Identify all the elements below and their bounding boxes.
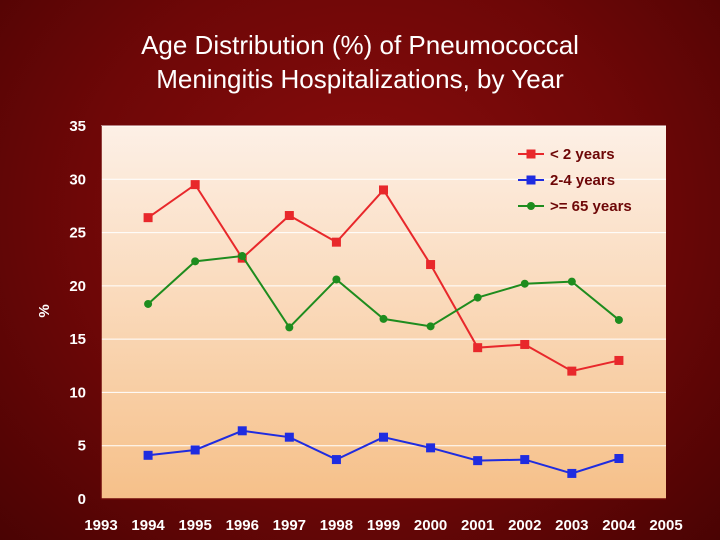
x-tick-label: 2005 bbox=[649, 517, 682, 534]
y-tick-label: 0 bbox=[78, 491, 86, 508]
chart-title-line-1: Age Distribution (%) of Pneumococcal bbox=[141, 30, 579, 60]
x-tick-label: 2003 bbox=[555, 517, 588, 534]
y-tick-label: 25 bbox=[69, 225, 86, 242]
data-point bbox=[473, 343, 483, 353]
series-1 bbox=[143, 180, 624, 376]
legend: < 2 years 2-4 years >= 65 years bbox=[518, 146, 632, 215]
x-tick-label: 2002 bbox=[508, 517, 541, 534]
data-point bbox=[143, 450, 153, 460]
x-tick-label: 2004 bbox=[602, 517, 636, 534]
data-point bbox=[426, 322, 435, 331]
data-point bbox=[379, 432, 388, 442]
data-point bbox=[144, 299, 153, 308]
legend-label: 2-4 years bbox=[550, 172, 615, 189]
data-point bbox=[567, 277, 576, 286]
x-tick-label: 1995 bbox=[178, 517, 211, 534]
y-tick-label: 30 bbox=[69, 171, 86, 188]
series-2 bbox=[143, 426, 624, 478]
data-point bbox=[567, 468, 577, 478]
data-point bbox=[426, 443, 436, 453]
data-point bbox=[238, 252, 247, 261]
y-tick-label: 20 bbox=[69, 278, 86, 295]
data-point bbox=[331, 455, 341, 465]
data-point bbox=[567, 366, 577, 376]
data-point bbox=[332, 275, 341, 284]
legend-label: < 2 years bbox=[550, 146, 615, 163]
data-point bbox=[190, 180, 200, 190]
y-tick-label: 10 bbox=[69, 384, 86, 401]
x-tick-label: 1998 bbox=[320, 517, 353, 534]
data-point bbox=[191, 257, 200, 266]
chart-title-line-2: Meningitis Hospitalizations, by Year bbox=[156, 64, 564, 94]
y-tick-label: 15 bbox=[69, 331, 86, 348]
data-point bbox=[520, 455, 530, 465]
data-point bbox=[285, 323, 294, 332]
x-tick-label: 2000 bbox=[414, 517, 447, 534]
data-point bbox=[614, 454, 624, 464]
data-point bbox=[473, 456, 483, 466]
data-point bbox=[614, 315, 623, 324]
series-3 bbox=[144, 252, 623, 332]
x-tick-label: 1997 bbox=[273, 517, 306, 534]
y-axis-label: % bbox=[36, 304, 53, 317]
data-point bbox=[331, 237, 341, 247]
data-point bbox=[614, 355, 624, 365]
data-point bbox=[284, 211, 294, 221]
data-point bbox=[426, 260, 436, 270]
x-tick-label: 1993 bbox=[84, 517, 117, 534]
x-tick-label: 1994 bbox=[131, 517, 165, 534]
chart-title: Age Distribution (%) of Pneumococcal Men… bbox=[0, 28, 720, 96]
y-tick-label: 35 bbox=[69, 118, 86, 135]
x-tick-label: 1999 bbox=[367, 517, 400, 534]
data-point bbox=[520, 339, 530, 349]
legend-marker bbox=[526, 149, 536, 159]
data-point bbox=[284, 432, 294, 442]
x-tick-label: 1996 bbox=[226, 517, 259, 534]
data-point bbox=[237, 426, 247, 436]
legend-marker bbox=[527, 202, 535, 210]
data-point bbox=[379, 314, 388, 323]
data-point bbox=[143, 213, 153, 223]
legend-marker bbox=[526, 175, 536, 185]
legend-label: >= 65 years bbox=[550, 198, 632, 215]
data-point bbox=[473, 293, 482, 302]
data-point bbox=[379, 185, 388, 195]
x-tick-label: 2001 bbox=[461, 517, 494, 534]
data-point bbox=[520, 279, 529, 288]
data-point bbox=[190, 445, 200, 455]
y-tick-label: 5 bbox=[78, 438, 86, 455]
